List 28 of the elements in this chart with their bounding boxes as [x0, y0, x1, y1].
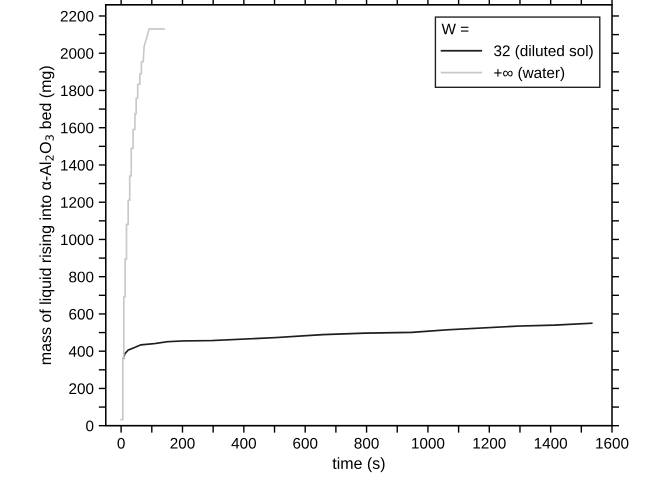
y-tick-label: 0 — [86, 420, 94, 432]
x-tick-label: 1600 — [596, 438, 628, 449]
legend-title: W = — [442, 24, 468, 34]
y-tick-label: 2000 — [60, 48, 94, 59]
line-series — [122, 322, 593, 360]
y-axis-title: mass of liquid rising into α-Al$_{2}$O$_{3}$ bed (mg) — [39, 66, 54, 364]
x-tick-label: 600 — [293, 438, 318, 449]
x-tick-label: 400 — [231, 438, 256, 449]
y-tick-label: 1200 — [61, 197, 94, 208]
x-tick-label: 200 — [170, 438, 195, 449]
x-tick-label: 1200 — [473, 438, 506, 449]
legend-label: +∞ (water) — [494, 66, 564, 82]
y-tick-label: 400 — [68, 346, 94, 357]
x-axis-title: time (s) — [332, 457, 385, 472]
x-tick-label: 800 — [354, 438, 379, 449]
x-tick-label: 1000 — [412, 438, 444, 449]
y-tick-label: 800 — [69, 272, 94, 282]
y-tick-label: 2200 — [60, 10, 94, 22]
x-tick-label: 1400 — [534, 438, 568, 449]
y-tick-label: 200 — [69, 383, 94, 394]
y-tick-label: 1600 — [61, 122, 94, 134]
y-tick-label: 600 — [69, 308, 94, 320]
x-tick-label: 0 — [117, 438, 125, 449]
legend-label: 32 (diluted sol) — [494, 45, 593, 60]
y-tick-label: 1400 — [61, 160, 94, 171]
line-series — [120, 28, 165, 421]
y-tick-label: 1000 — [61, 234, 94, 246]
y-tick-label: 1800 — [61, 85, 94, 96]
